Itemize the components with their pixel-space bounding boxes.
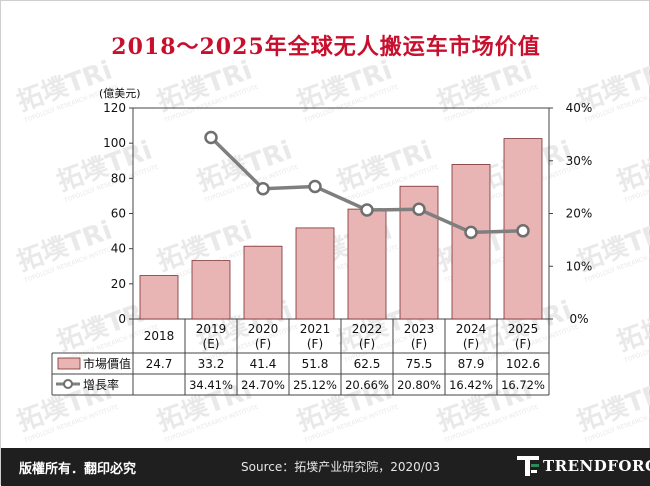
- y2-tick-label: 20%: [566, 207, 593, 221]
- y-tick-label: 20: [111, 277, 126, 291]
- x-tick-sublabel: (F): [463, 337, 479, 351]
- brand-name: TRENDFORCE: [543, 457, 650, 475]
- x-tick-sublabel: (F): [411, 337, 427, 351]
- x-tick-label: 2025: [508, 322, 539, 336]
- x-tick-sublabel: (F): [255, 337, 271, 351]
- growth-point: [256, 181, 270, 196]
- x-tick-label: 2024: [456, 322, 487, 336]
- bar-value-label: 75.5: [406, 357, 433, 371]
- bar-value-label: 102.6: [506, 357, 540, 371]
- x-tick-sublabel: (F): [307, 337, 323, 351]
- x-tick-label: 2023: [404, 322, 435, 336]
- y2-tick-label: 10%: [566, 259, 593, 273]
- growth-point: [204, 130, 218, 145]
- bar-value-label: 62.5: [354, 357, 381, 371]
- bar-value-label: 33.2: [198, 357, 225, 371]
- x-tick-label: 2022: [352, 322, 383, 336]
- x-tick-label: 2021: [300, 322, 331, 336]
- growth-value-label: 24.70%: [241, 378, 285, 392]
- growth-value-label: 20.80%: [397, 378, 441, 392]
- y-axis-unit-label: (億美元): [99, 87, 141, 100]
- legend-bar-label: 市場價值: [83, 356, 131, 371]
- chart-title: 2018～2025年全球无人搬运车市场价值: [111, 34, 541, 60]
- copyright-text: 版權所有．翻印必究: [19, 462, 137, 477]
- x-tick-label: 2020: [248, 322, 279, 336]
- bar: [243, 245, 283, 320]
- y-tick-label: 120: [103, 101, 126, 115]
- y-tick-label: 60: [111, 207, 126, 221]
- bar: [451, 164, 491, 320]
- y-tick-label: 100: [103, 136, 126, 150]
- y2-tick-label: 30%: [566, 154, 593, 168]
- growth-point: [308, 179, 322, 194]
- bar: [139, 275, 179, 320]
- y-tick-label: 40: [111, 242, 126, 256]
- legend-line-marker: [63, 379, 73, 389]
- growth-value-label: 20.66%: [345, 378, 389, 392]
- y2-tick-label: 40%: [566, 101, 593, 115]
- source-text: Source：拓墣产业研究院，2020/03: [241, 460, 441, 474]
- y-tick-label: 0: [118, 312, 126, 326]
- growth-value-label: 34.41%: [189, 378, 233, 392]
- bar-value-label: 51.8: [302, 357, 329, 371]
- bar: [347, 208, 387, 320]
- x-tick-label: 2019: [196, 322, 227, 336]
- bar-value-label: 87.9: [458, 357, 485, 371]
- growth-point: [516, 224, 530, 238]
- legend-bar-swatch: [57, 357, 81, 370]
- growth-value-label: 16.72%: [501, 378, 545, 392]
- growth-point: [464, 225, 478, 240]
- x-tick-label: 2018: [144, 329, 175, 343]
- footer-bar: 版權所有．翻印必究 Source：拓墣产业研究院，2020/03 TRENDFO…: [1, 448, 650, 486]
- bar: [191, 260, 231, 320]
- legend-line-label: 增長率: [83, 377, 119, 392]
- x-tick-sublabel: (F): [359, 337, 375, 351]
- trendforce-logo-icon: [517, 456, 539, 476]
- y-tick-label: 80: [111, 171, 126, 185]
- bar-value-label: 41.4: [250, 357, 277, 371]
- bar-value-label: 24.7: [146, 357, 173, 371]
- chart-svg: (億美元) 0 20 40 60 80 100 120 0% 10% 20% 30% 40% 2018 24…: [51, 87, 593, 396]
- bar: [295, 227, 335, 320]
- growth-value-label: 16.42%: [449, 378, 493, 392]
- growth-value-label: 25.12%: [293, 378, 337, 392]
- growth-point: [360, 203, 374, 217]
- y2-tick-label: 0%: [569, 312, 588, 326]
- growth-point: [412, 202, 426, 217]
- x-tick-sublabel: (E): [203, 337, 220, 351]
- x-tick-sublabel: (F): [515, 337, 531, 351]
